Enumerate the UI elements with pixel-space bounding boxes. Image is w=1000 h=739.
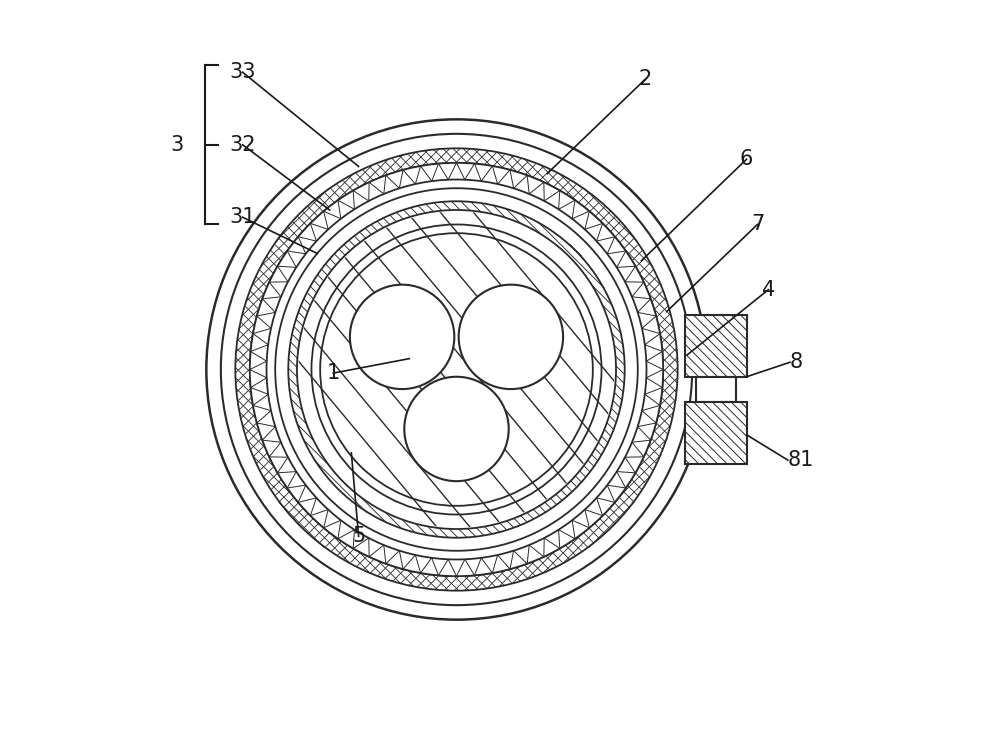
Circle shape: [250, 163, 663, 576]
Text: 4: 4: [762, 280, 775, 300]
Text: 6: 6: [740, 149, 753, 169]
Circle shape: [311, 225, 602, 514]
Circle shape: [235, 149, 678, 590]
Bar: [685, 315, 747, 377]
Text: 32: 32: [229, 134, 256, 154]
Text: 8: 8: [790, 353, 803, 372]
Bar: [696, 377, 736, 402]
Text: 1: 1: [327, 363, 340, 383]
Circle shape: [404, 377, 509, 481]
Text: 7: 7: [751, 214, 764, 234]
Circle shape: [275, 188, 638, 551]
Text: 2: 2: [638, 69, 652, 89]
Text: 5: 5: [352, 526, 365, 546]
Circle shape: [221, 134, 692, 605]
Text: 81: 81: [788, 450, 814, 470]
Circle shape: [250, 163, 663, 576]
Circle shape: [459, 285, 563, 389]
Circle shape: [297, 210, 616, 529]
Circle shape: [199, 112, 714, 627]
Circle shape: [320, 234, 593, 505]
Circle shape: [288, 201, 625, 538]
Text: 3: 3: [171, 134, 184, 154]
Circle shape: [267, 180, 646, 559]
Bar: [685, 402, 747, 464]
Circle shape: [206, 119, 707, 620]
Circle shape: [350, 285, 454, 389]
Text: 31: 31: [229, 207, 256, 227]
Text: 33: 33: [229, 62, 256, 82]
